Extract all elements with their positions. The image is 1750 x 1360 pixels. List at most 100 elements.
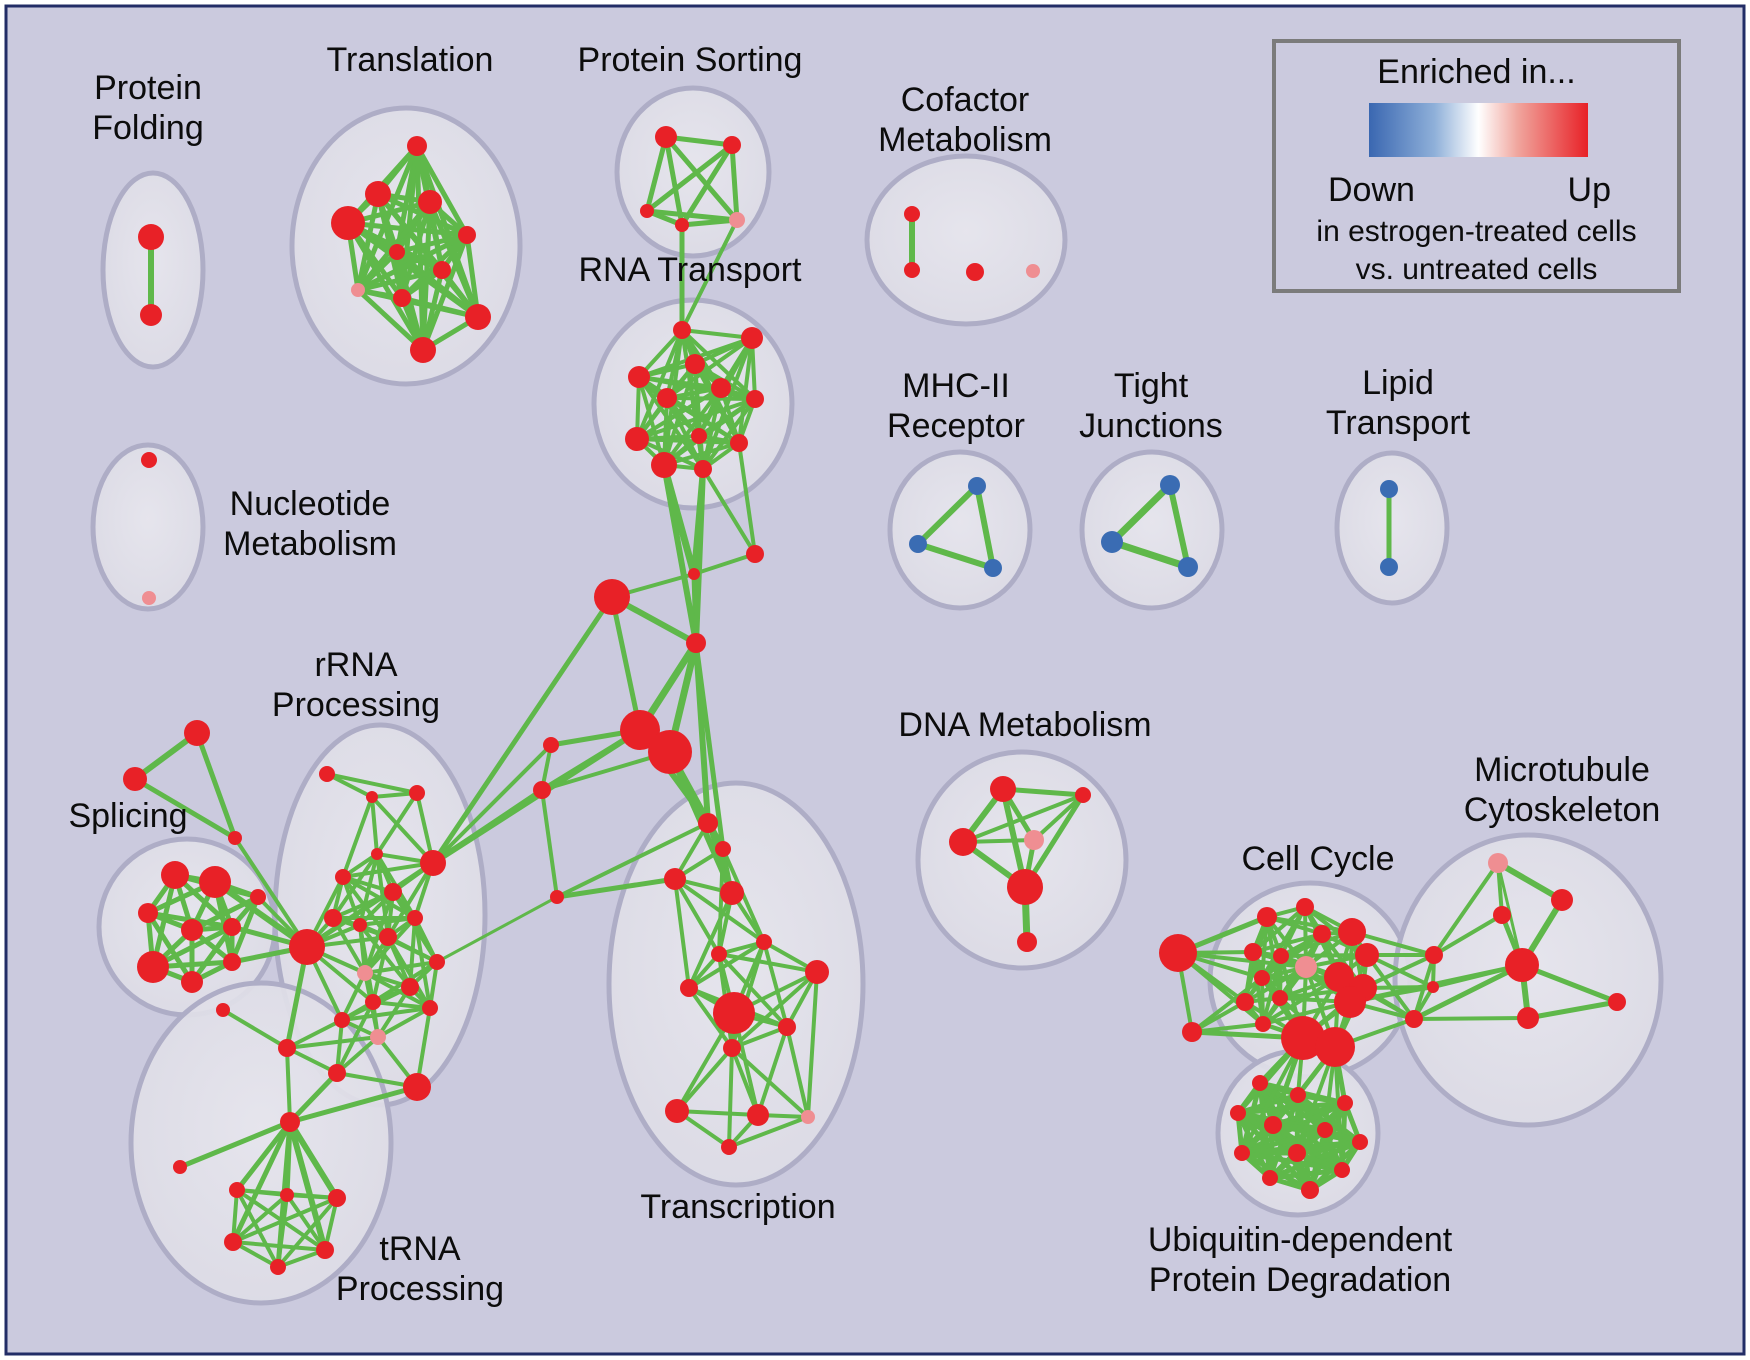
edge xyxy=(730,1025,789,1050)
gene-set-node-ubiquitin xyxy=(1301,1181,1319,1199)
edge xyxy=(325,772,419,795)
edge xyxy=(1333,1045,1344,1172)
edge xyxy=(1350,930,1436,957)
gene-set-node-splicing xyxy=(181,971,203,993)
gene-set-node-connectors xyxy=(533,781,551,799)
edge xyxy=(1239,1127,1328,1156)
cluster-ellipse-transcription xyxy=(606,780,866,1188)
gene-set-node-transcription xyxy=(723,1039,741,1057)
gene-set-node-rrna xyxy=(420,850,446,876)
gene-set-node-rrna xyxy=(379,928,397,946)
edge xyxy=(1000,786,1086,798)
gene-set-node-ubiquitin xyxy=(1352,1134,1368,1150)
edge xyxy=(414,143,470,238)
edge xyxy=(1022,792,1086,890)
gene-set-node-splicing xyxy=(199,866,231,898)
cluster-label-protein_sorting: Protein Sorting xyxy=(578,41,803,79)
edge xyxy=(693,640,726,852)
edge xyxy=(663,134,685,228)
edge xyxy=(730,1046,810,1119)
gene-set-node-splicing xyxy=(138,903,158,923)
gene-set-node-ubiquitin xyxy=(1317,1122,1333,1138)
edge xyxy=(756,1025,789,1117)
gene-set-node-rrna xyxy=(123,767,147,791)
gene-set-node-microtubule xyxy=(1505,948,1539,982)
gene-set-node-rna_transport xyxy=(657,388,677,408)
edge xyxy=(1279,953,1369,958)
edge xyxy=(673,877,691,990)
edge xyxy=(662,386,723,467)
edge xyxy=(637,375,705,471)
edge xyxy=(1495,860,1565,903)
gene-set-node-rrna xyxy=(184,720,210,746)
edge xyxy=(680,328,757,401)
edge xyxy=(1251,932,1324,954)
cluster-label-nucleotide: Metabolism xyxy=(223,525,397,563)
edge xyxy=(915,541,996,571)
cluster-label-ubiquitin: Ubiquitin-dependent xyxy=(1148,1221,1453,1259)
gene-set-node-rrna xyxy=(216,1003,230,1017)
edge xyxy=(635,386,723,441)
edge xyxy=(370,795,379,856)
edge xyxy=(331,890,395,920)
gene-set-node-dna xyxy=(949,828,977,856)
edge xyxy=(1267,1167,1345,1181)
gene-set-node-cell_cycle xyxy=(1324,962,1354,992)
gene-set-node-rrna xyxy=(278,1039,296,1057)
gene-set-node-dna xyxy=(1075,787,1091,803)
gene-set-node-trna xyxy=(316,1241,334,1259)
edge xyxy=(325,772,374,799)
gene-set-node-translation xyxy=(393,289,411,307)
gene-set-node-translation xyxy=(410,337,436,363)
gene-set-node-rna_transport xyxy=(628,366,650,388)
gene-set-node-microtubule xyxy=(1488,853,1508,873)
edge xyxy=(635,328,684,441)
gene-set-node-rna_transport xyxy=(711,378,731,398)
edge xyxy=(540,750,672,792)
edge xyxy=(230,1119,293,1245)
legend-title: Enriched in... xyxy=(1377,53,1576,91)
edge xyxy=(737,336,754,445)
edge xyxy=(1239,1150,1345,1173)
gene-set-node-connectors xyxy=(746,545,764,563)
gene-set-node-cell_cycle xyxy=(1355,943,1379,967)
edge xyxy=(554,876,678,900)
edge xyxy=(285,1193,327,1252)
gene-set-node-ubiquitin xyxy=(1288,1144,1306,1162)
cluster-ellipse-lipid_transport xyxy=(1334,450,1450,606)
gene-set-node-mhc xyxy=(968,477,986,495)
edge xyxy=(233,836,309,949)
edge xyxy=(331,916,367,975)
edge xyxy=(386,935,432,1010)
edge xyxy=(276,1196,339,1269)
legend-gradient-bar xyxy=(1369,103,1588,157)
edge xyxy=(555,821,710,899)
gene-set-node-dna xyxy=(1024,830,1044,850)
edge xyxy=(221,1008,289,1050)
cluster-label-mhc: Receptor xyxy=(887,407,1025,445)
gene-set-node-protein_sorting xyxy=(640,204,654,218)
gene-set-node-rrna xyxy=(401,978,419,996)
edge xyxy=(132,776,238,841)
gene-set-node-rrna xyxy=(319,766,335,782)
gene-set-node-transcription xyxy=(665,1099,689,1123)
nodes xyxy=(123,126,1626,1275)
gene-set-node-protein_sorting xyxy=(729,212,745,228)
gene-set-node-cell_cycle xyxy=(1338,918,1366,946)
gene-set-node-splicing xyxy=(250,889,266,905)
gene-set-node-connectors xyxy=(620,710,660,750)
edge xyxy=(662,441,741,467)
gene-set-node-cell_cycle xyxy=(1334,986,1366,1018)
edge xyxy=(785,1025,810,1119)
edge xyxy=(680,328,754,340)
gene-set-node-cell_cycle xyxy=(1159,934,1197,972)
gene-set-node-transcription xyxy=(747,1104,769,1126)
gene-set-node-transcription xyxy=(721,1139,737,1155)
gene-set-node-rrna xyxy=(365,994,381,1010)
edge xyxy=(335,1035,380,1075)
gene-set-node-splicing xyxy=(181,919,203,941)
cluster-label-lipid_transport: Lipid xyxy=(1362,364,1434,402)
edge xyxy=(345,220,426,353)
